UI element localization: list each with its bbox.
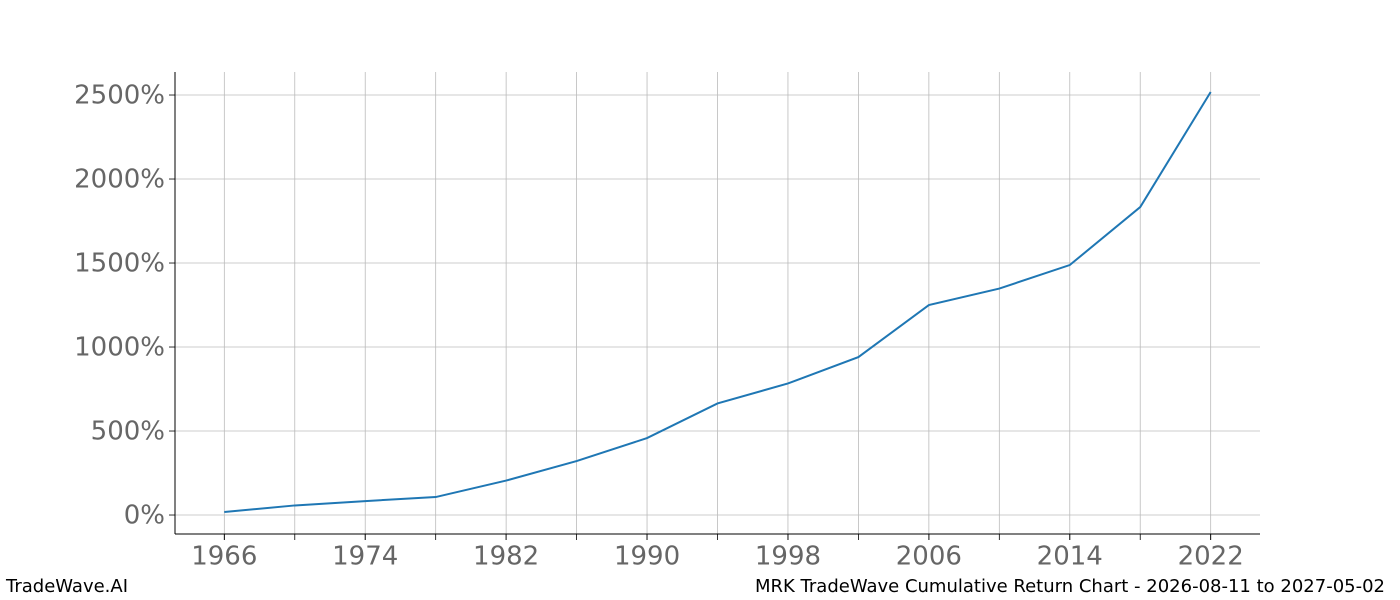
- x-tick-label: 1966: [191, 542, 257, 572]
- x-tick-label: 1998: [755, 542, 821, 572]
- line: [224, 91, 1212, 513]
- y-tick-label: 0%: [124, 501, 165, 531]
- y-tick-label: 1500%: [74, 249, 165, 279]
- y-tick-label: 500%: [91, 417, 165, 447]
- footer-right: MRK TradeWave Cumulative Return Chart - …: [755, 576, 1385, 597]
- x-tick-label: 1982: [473, 542, 539, 572]
- x-tick-label: 1990: [614, 542, 680, 572]
- y-tick-label: 2000%: [74, 165, 165, 195]
- x-tick-label: 2006: [896, 542, 962, 572]
- x-tick-label: 2022: [1178, 542, 1244, 572]
- x-tick-label: 1974: [332, 542, 398, 572]
- y-tick-label: 2500%: [74, 81, 165, 111]
- footer-left: TradeWave.AI: [5, 576, 128, 597]
- y-tick-label: 1000%: [74, 333, 165, 363]
- x-tick-label: 2014: [1037, 542, 1103, 572]
